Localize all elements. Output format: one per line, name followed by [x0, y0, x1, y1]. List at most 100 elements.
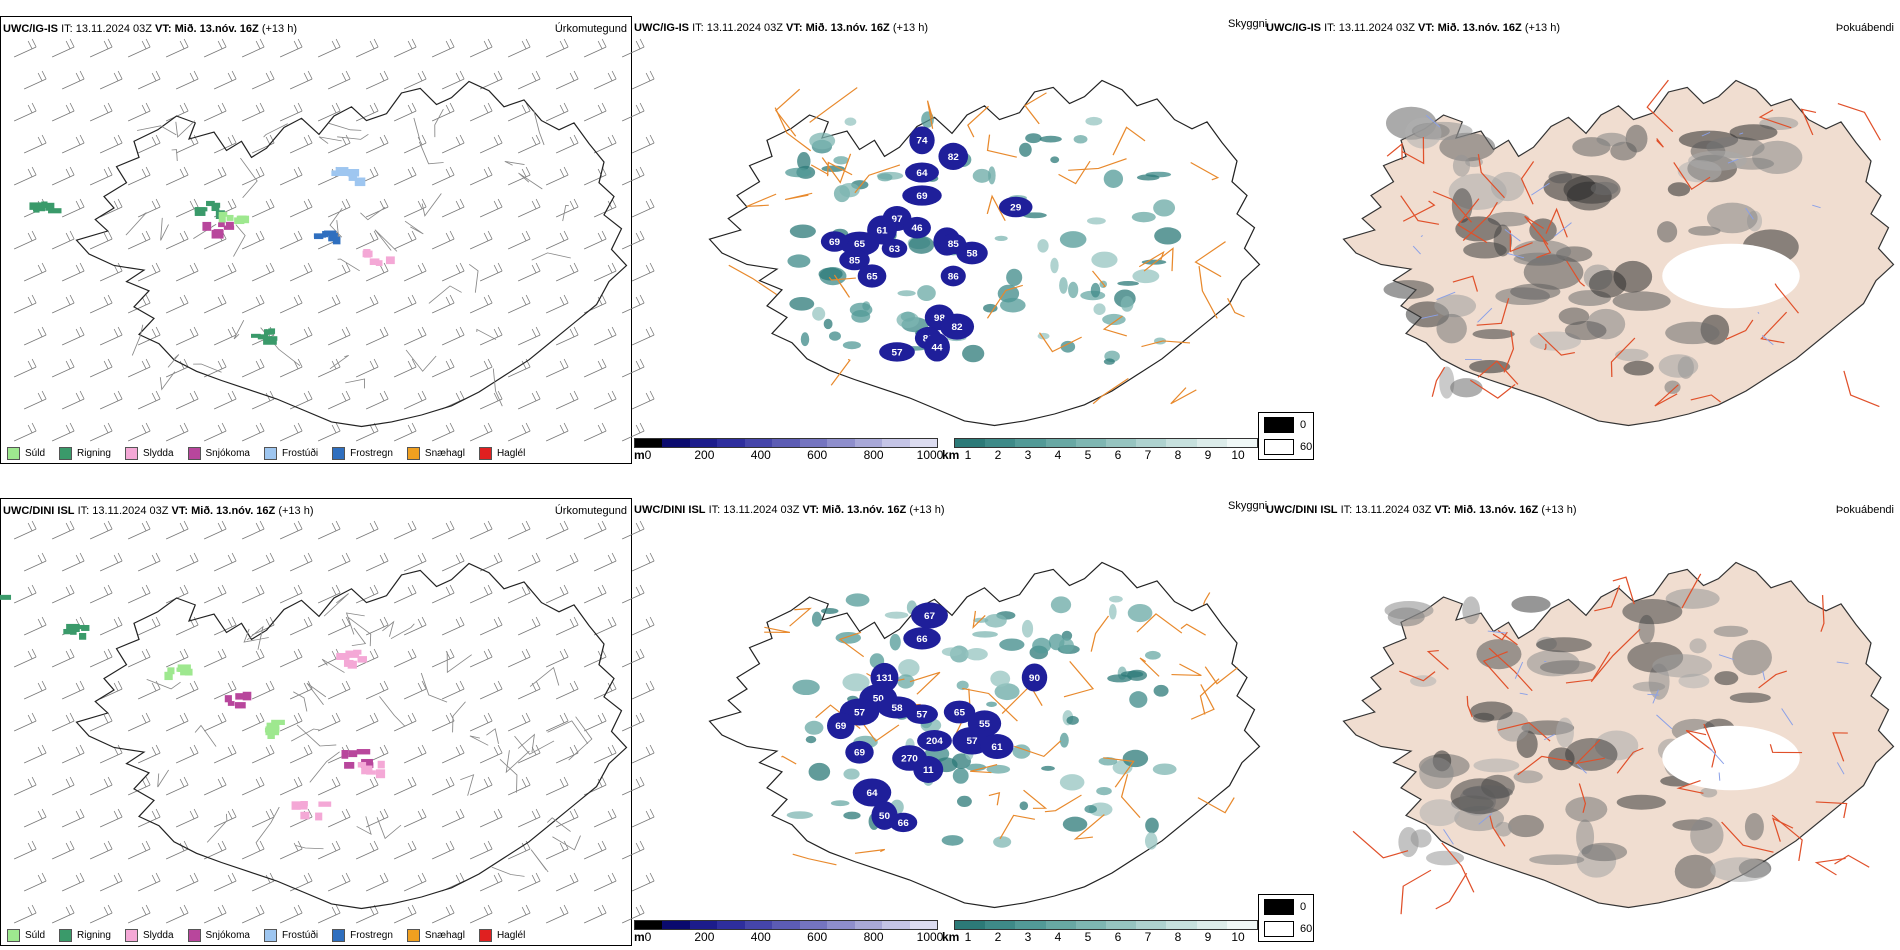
- wind-barb: [165, 584, 189, 604]
- wind-barb: [327, 262, 351, 282]
- init-label: IT:: [708, 504, 724, 516]
- precip-cell: [331, 170, 339, 177]
- wind-barb: [61, 872, 85, 892]
- wind-barb: [355, 358, 379, 378]
- wind-barb: [23, 744, 47, 764]
- wind-barb: [479, 198, 503, 218]
- valid-time: Mið. 13.nóv. 16Z: [191, 505, 279, 517]
- cloudbase-tick: 400: [750, 448, 771, 462]
- cloud-base-label: 44: [931, 343, 943, 354]
- cloudbase-tick: 0: [644, 930, 652, 944]
- wind-barb: [583, 904, 607, 924]
- wind-barb: [545, 102, 569, 122]
- precip-title: Úrkomutegund: [554, 505, 627, 517]
- fog-cell: [1732, 639, 1772, 676]
- wind-barb: [517, 552, 541, 572]
- legend-swatch: [7, 447, 20, 460]
- cloud-base-label: 270: [901, 754, 918, 765]
- visibility-cell: [1108, 604, 1117, 620]
- wind-barb: [241, 358, 265, 378]
- wind-barb: [99, 326, 123, 346]
- precip-cell: [213, 202, 221, 208]
- wind-barb: [99, 616, 123, 636]
- visibility-cell: [786, 811, 814, 819]
- wind-barb: [355, 712, 379, 732]
- wind-barb: [545, 584, 569, 604]
- wind-barb: [13, 166, 37, 186]
- fog-indicator-panel: UWC/IG-IS IT: 13.11.2024 03Z VT: Mið. 13…: [1258, 16, 1900, 464]
- visibility-cell: [800, 332, 810, 347]
- visibility-cell: [1127, 603, 1153, 623]
- wind-barb: [431, 358, 455, 378]
- visibility-cell: [792, 679, 820, 696]
- wind-barb: [175, 326, 199, 346]
- wind-barb: [213, 808, 237, 828]
- wind-barb: [583, 422, 607, 442]
- precip-cell: [202, 221, 212, 231]
- legend-swatch: [124, 929, 138, 942]
- wind-barb: [441, 70, 465, 90]
- wind-barb: [317, 712, 341, 732]
- wind-barb: [507, 840, 531, 860]
- fog-legend-swatch: [1264, 921, 1294, 937]
- fog-cell: [1729, 124, 1778, 141]
- visibility-cell: [898, 659, 920, 677]
- wind-barb: [507, 712, 531, 732]
- visibility-cell: [1122, 749, 1149, 768]
- wind-barb: [137, 680, 161, 700]
- wind-barb: [289, 616, 313, 636]
- cloud-base-label: 29: [1010, 203, 1021, 214]
- wind-barb: [631, 134, 655, 154]
- fog-cell: [1462, 596, 1480, 625]
- cloud-base-cell: [906, 704, 938, 725]
- precip-cell: [79, 632, 87, 640]
- wind-barb: [479, 680, 503, 700]
- wind-barb: [365, 262, 389, 282]
- precip-cell: [267, 732, 275, 740]
- wind-barb: [431, 648, 455, 668]
- visibility-colorbar: [954, 920, 1258, 930]
- wind-barb: [441, 744, 465, 764]
- wind-barb: [23, 616, 47, 636]
- wind-barb: [99, 134, 123, 154]
- fog-cell: [1710, 857, 1770, 882]
- fog-cell: [1450, 378, 1483, 398]
- wind-barb: [89, 776, 113, 796]
- visibility-tick: 6: [1114, 930, 1122, 944]
- precip-cell: [267, 726, 280, 733]
- wind-barb: [469, 102, 493, 122]
- wind-barb: [403, 680, 427, 700]
- wind-barb: [441, 808, 465, 828]
- fog-legend-item: 0: [1264, 417, 1306, 433]
- wind-barb: [51, 230, 75, 250]
- visibility-cell: [1144, 832, 1158, 850]
- wind-barb: [431, 102, 455, 122]
- wind-barb: [213, 326, 237, 346]
- wind-barb: [251, 70, 275, 90]
- cloud-base-label: 69: [854, 748, 865, 759]
- wind-barb: [89, 584, 113, 604]
- precip-cell: [48, 208, 62, 214]
- wind-barb: [479, 872, 503, 892]
- cloudbase-colorbar: [634, 920, 938, 930]
- visibility-cell: [986, 701, 997, 707]
- wind-barb: [403, 198, 427, 218]
- fog-legend-item: 60: [1264, 921, 1312, 937]
- precip-cell: [271, 719, 285, 725]
- precip-cell: [361, 767, 369, 773]
- visibility-tick: 2: [994, 930, 1002, 944]
- lead-time: (+13 h): [1541, 504, 1577, 516]
- fog-cell: [1548, 170, 1573, 184]
- visibility-cell: [999, 638, 1025, 651]
- wind-barb: [137, 262, 161, 282]
- panel-header: UWC/IG-IS IT: 13.11.2024 03Z VT: Mið. 13…: [1266, 22, 1560, 35]
- valid-label: VT:: [1418, 22, 1438, 34]
- wind-barb: [507, 584, 531, 604]
- wind-barb: [175, 262, 199, 282]
- legend-item: Haglél: [478, 929, 525, 942]
- visibility-cell: [839, 182, 860, 198]
- cloud-base-label: 69: [916, 191, 927, 202]
- iceland-outline: [75, 80, 628, 428]
- wind-barb: [583, 38, 607, 58]
- fog-cell: [1452, 154, 1471, 177]
